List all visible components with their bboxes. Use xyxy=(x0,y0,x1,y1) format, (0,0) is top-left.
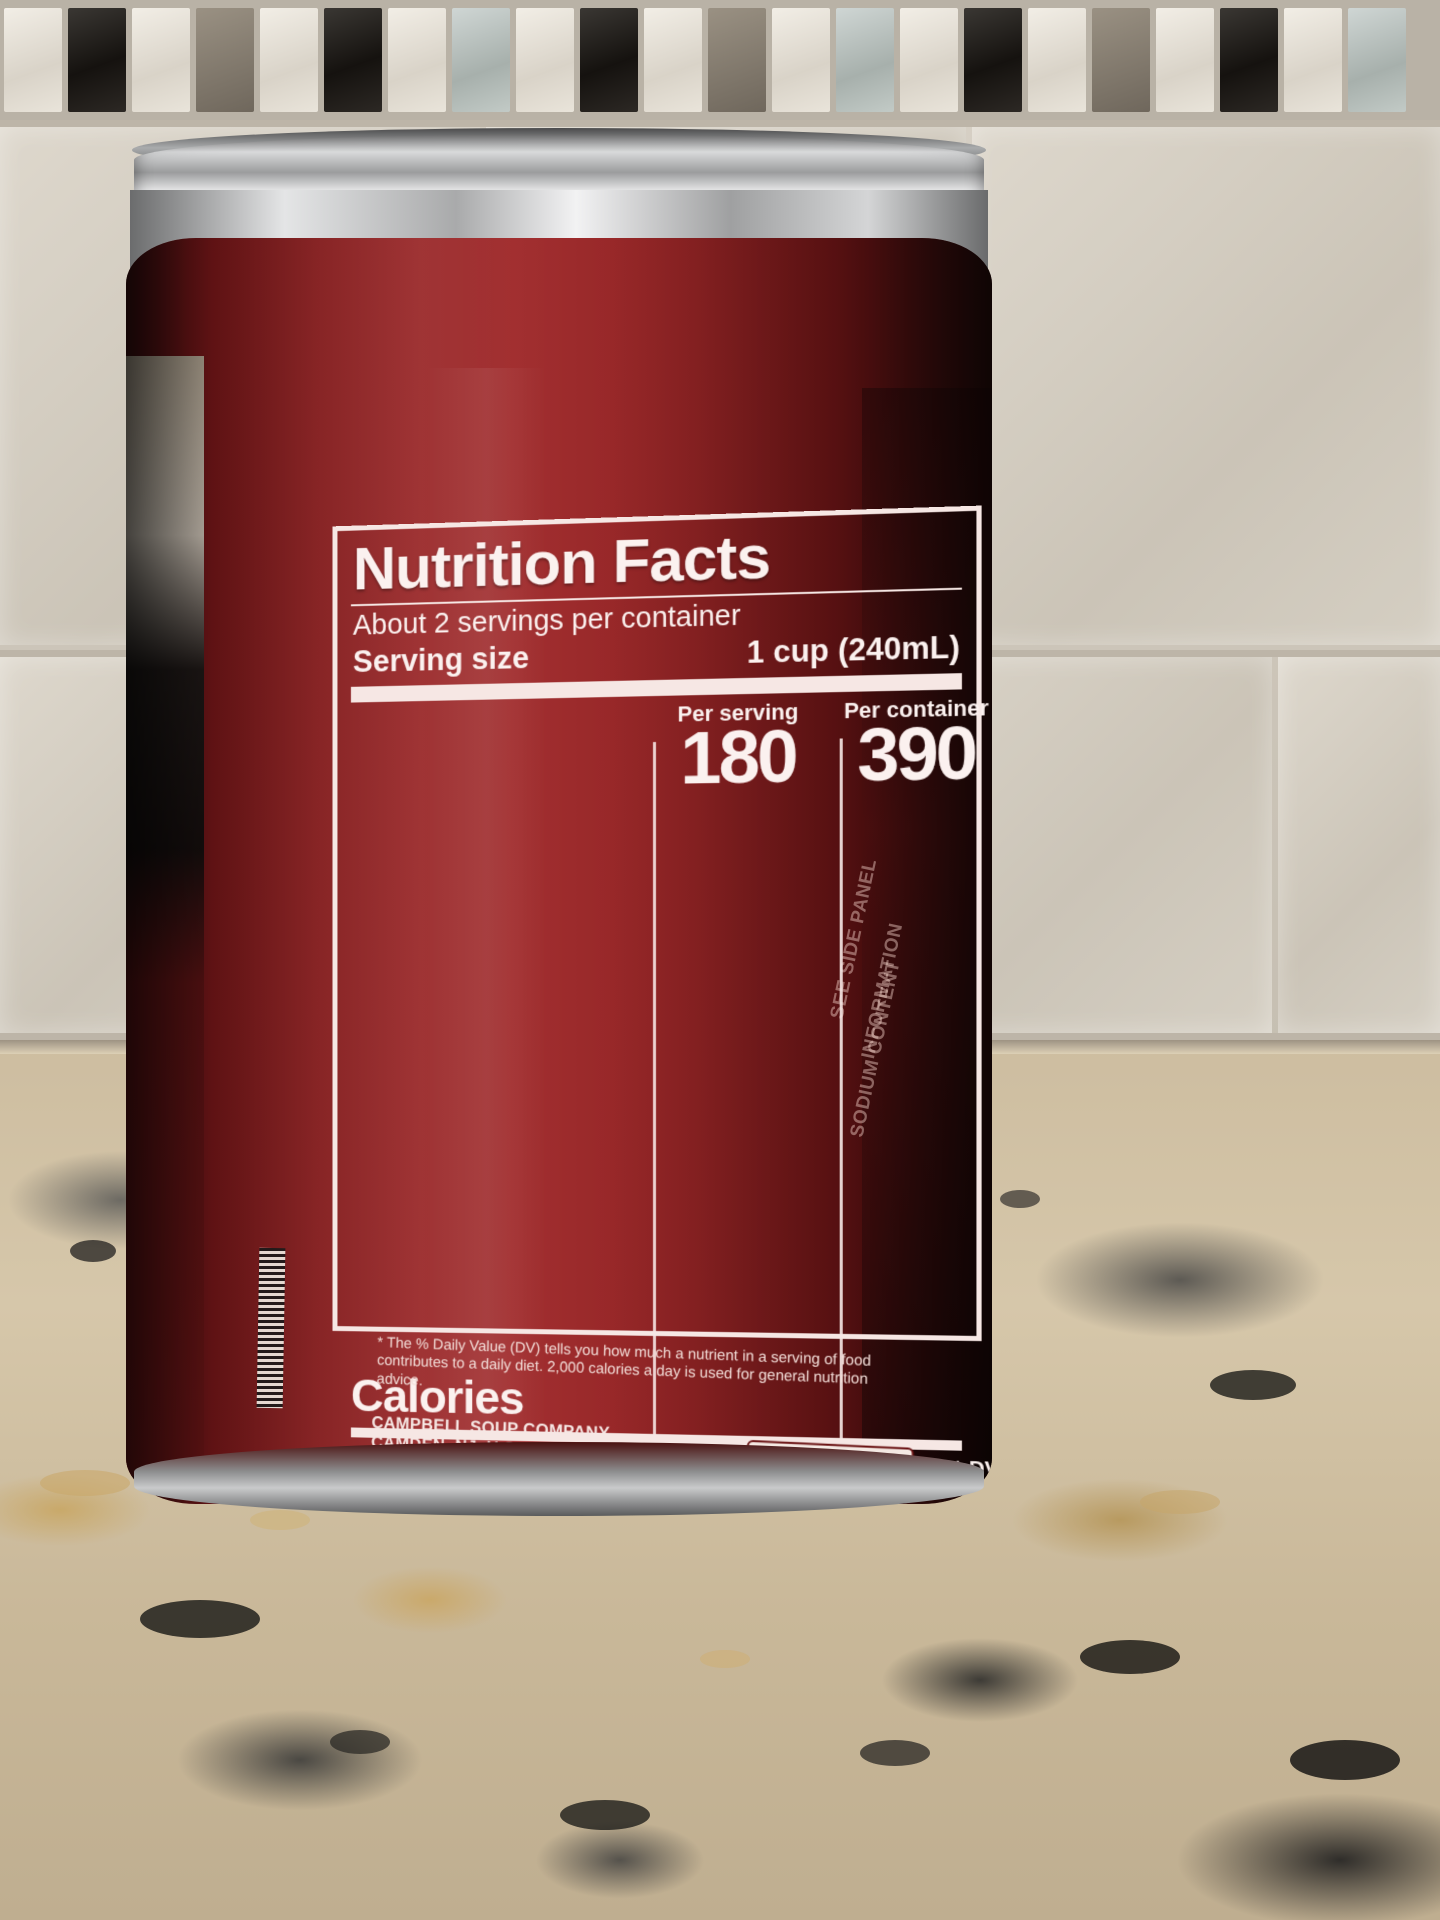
mosaic-strip xyxy=(0,0,1440,120)
nutrition-facts-panel: Nutrition Facts About 2 servings per con… xyxy=(332,505,992,1504)
barcode xyxy=(256,1247,286,1409)
serving-size-value: 1 cup (240mL) xyxy=(746,629,960,670)
serving-size-label: Serving size xyxy=(352,639,530,679)
calories-per-container: 390 xyxy=(857,710,976,797)
wall-tile xyxy=(1278,657,1440,1033)
can-bottom-rim xyxy=(134,1442,984,1516)
can-label-body: SEE SIDE PANEL INFORMATION SODIUM CONTEN… xyxy=(126,238,992,1504)
wall-tile xyxy=(972,127,1440,645)
column-divider xyxy=(653,741,656,1442)
grout-line xyxy=(0,120,1440,127)
calories-row: Calories 180 390 xyxy=(351,710,975,1434)
column-divider xyxy=(839,738,843,1446)
nutrition-facts-title: Nutrition Facts xyxy=(352,522,771,604)
calories-per-serving: 180 xyxy=(680,713,796,800)
soup-can: SEE SIDE PANEL INFORMATION SODIUM CONTEN… xyxy=(118,120,998,1516)
nutrition-facts-box: Nutrition Facts About 2 servings per con… xyxy=(332,505,992,1504)
